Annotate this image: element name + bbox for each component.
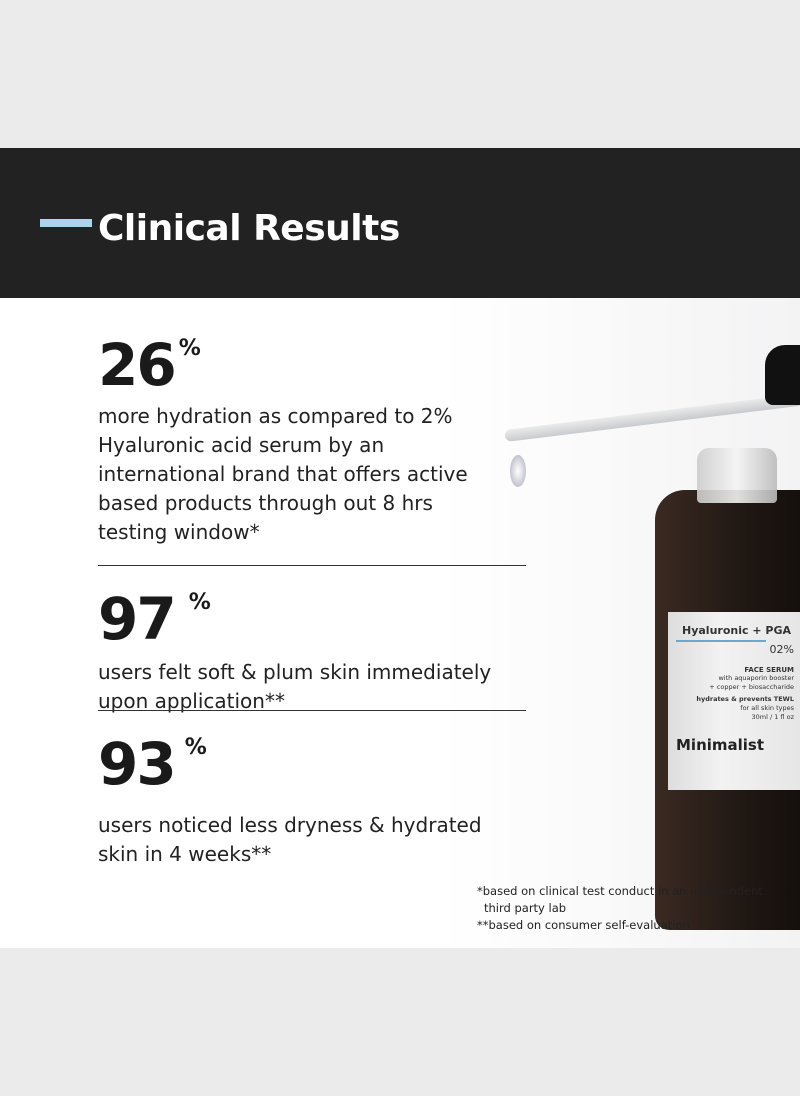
stat-soft-skin: 97% users felt soft & plum skin immediat… [98, 590, 528, 716]
stat-unit: % [178, 336, 201, 361]
stat-value: 97 [98, 585, 177, 653]
bottle-neck [697, 448, 777, 503]
product-claim: hydrates & prevents TEWL [696, 695, 794, 703]
footnote: *based on clinical test conduct in an in… [477, 884, 763, 898]
ingredients: with aquaporin booster [718, 674, 794, 682]
stat-description: more hydration as compared to 2% Hyaluro… [98, 404, 468, 544]
product-size: 30ml / 1 fl oz [751, 713, 794, 721]
dropper-cap [765, 345, 800, 405]
skin-type: for all skin types [740, 704, 794, 712]
stat-unit: % [188, 590, 211, 615]
footnotes: *based on clinical test conduct in an in… [477, 883, 763, 934]
product-name: Hyaluronic + PGA [682, 624, 791, 637]
stat-unit: % [184, 735, 207, 760]
stat-value: 26 [98, 331, 177, 399]
stat-value: 93 [98, 730, 177, 798]
brand-logo: Minimalist [676, 736, 765, 754]
footnote: third party lab [484, 901, 567, 915]
divider [98, 565, 526, 566]
accent-bar [40, 219, 92, 227]
product-type: FACE SERUM [744, 666, 794, 674]
product-concentration: 02% [769, 643, 794, 656]
ingredients: + copper + biosaccharide [709, 683, 794, 691]
footnote: **based on consumer self-evaluation [477, 918, 690, 932]
bottle-label: Hyaluronic + PGA 02% FACE SERUM with aqu… [668, 612, 800, 790]
divider [98, 710, 526, 711]
page-title: Clinical Results [98, 208, 400, 249]
stat-hydration: 26% more hydration as compared to 2% Hya… [98, 336, 498, 547]
stat-less-dryness: 93% users noticed less dryness & hydrate… [98, 735, 518, 869]
header-band [0, 148, 800, 298]
label-line [676, 640, 766, 642]
serum-drop [510, 455, 526, 487]
stat-description: users felt soft & plum skin immediately … [98, 660, 492, 713]
stat-description: users noticed less dryness & hydrated sk… [98, 813, 482, 866]
